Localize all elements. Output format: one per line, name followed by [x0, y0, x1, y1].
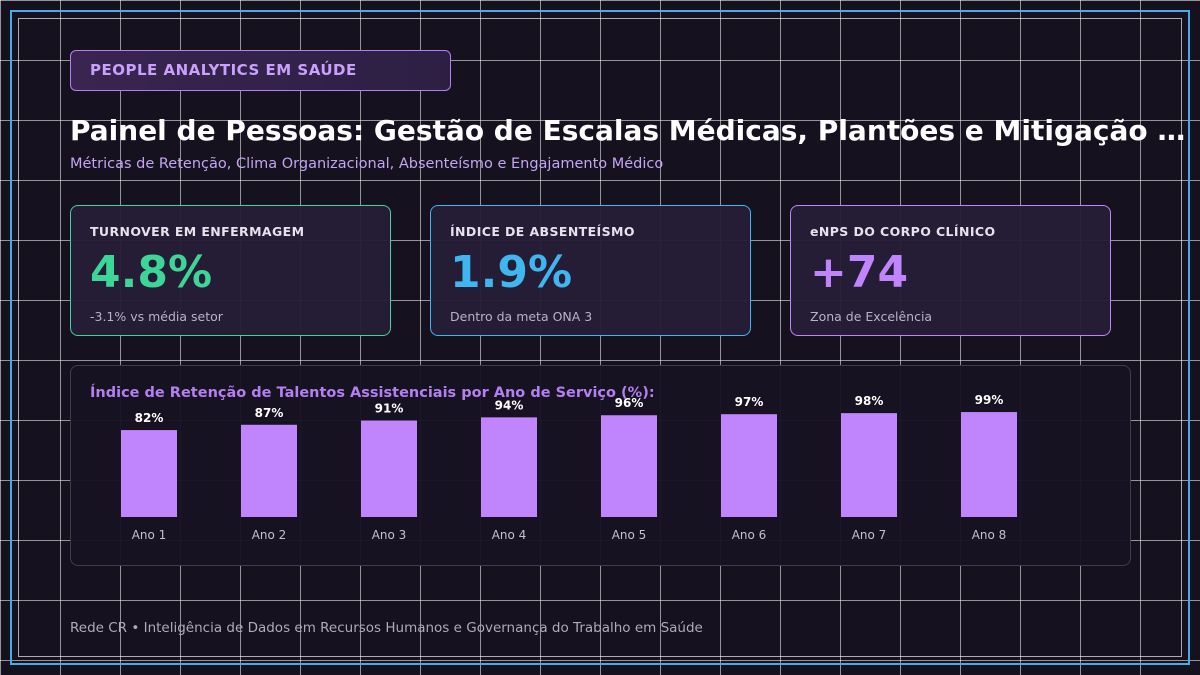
category-label: Ano 4: [492, 528, 527, 542]
bar-4: [481, 417, 537, 517]
bar-value-label: 96%: [615, 396, 644, 410]
category-label: Ano 7: [852, 528, 887, 542]
bar-2: [241, 424, 297, 517]
bar-7: [841, 413, 897, 517]
kpi-note: Zona de Excelência: [810, 309, 933, 324]
bar-8: [961, 412, 1017, 517]
kpi-note: Dentro da meta ONA 3: [450, 309, 593, 324]
outer-frame: [10, 10, 1190, 665]
bar-value-label: 97%: [735, 395, 764, 409]
kpi-label: TURNOVER EM ENFERMAGEM: [90, 224, 305, 239]
page-subtitle: Métricas de Retenção, Clima Organizacion…: [70, 156, 664, 172]
bar-1: [121, 430, 177, 517]
chart-title: Índice de Retenção de Talentos Assistenc…: [90, 385, 655, 401]
category-label: Ano 2: [252, 528, 287, 542]
bar-value-label: 98%: [855, 394, 884, 408]
kpi-card-enps: eNPS DO CORPO CLÍNICO +74 Zona de Excelê…: [790, 205, 1111, 336]
kpi-value: 1.9%: [450, 247, 573, 298]
bar-value-label: 94%: [495, 398, 524, 412]
kpi-label: ÍNDICE DE ABSENTEÍSMO: [450, 224, 635, 239]
category-label: Ano 5: [612, 528, 647, 542]
page-title: Painel de Pessoas: Gestão de Escalas Méd…: [70, 114, 1200, 147]
kpi-card-absenteeism: ÍNDICE DE ABSENTEÍSMO 1.9% Dentro da met…: [430, 205, 751, 336]
category-label: Ano 3: [372, 528, 407, 542]
kpi-value: 4.8%: [90, 247, 213, 298]
bar-5: [601, 415, 657, 517]
footer-credit: Rede CR • Inteligência de Dados em Recur…: [70, 620, 703, 636]
category-label: Ano 1: [132, 528, 167, 542]
retention-bar-chart: 82% Ano 1 87% Ano 2 91% Ano 3 94% Ano 4 96% Ano 5…: [121, 393, 1017, 542]
kpi-value: +74: [810, 247, 909, 298]
bar-value-label: 91%: [375, 402, 404, 416]
kpi-note: -3.1% vs média setor: [90, 309, 223, 324]
kpi-label: eNPS DO CORPO CLÍNICO: [810, 224, 996, 239]
category-badge: PEOPLE ANALYTICS EM SAÚDE: [70, 50, 451, 91]
bar-3: [361, 420, 417, 517]
bar-6: [721, 414, 777, 517]
retention-chart-panel: 82% Ano 1 87% Ano 2 91% Ano 3 94% Ano 4 96% Ano 5…: [70, 365, 1131, 566]
bar-value-label: 82%: [135, 411, 164, 425]
inner-frame: [18, 18, 1182, 657]
category-label: Ano 6: [732, 528, 767, 542]
bar-value-label: 87%: [255, 406, 284, 420]
bar-value-label: 99%: [975, 393, 1004, 407]
category-label: Ano 8: [972, 528, 1007, 542]
kpi-card-turnover: TURNOVER EM ENFERMAGEM 4.8% -3.1% vs méd…: [70, 205, 391, 336]
